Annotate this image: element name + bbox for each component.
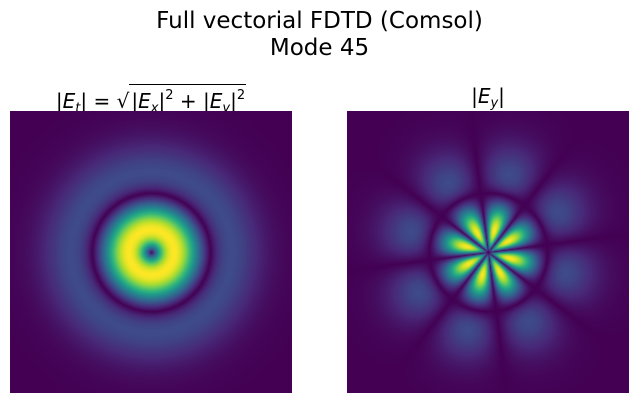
- ey-magnitude-heatmap: [347, 111, 629, 393]
- ey-subscript: y: [222, 101, 231, 116]
- ey-subscript-right: y: [490, 96, 499, 111]
- right-panel-title: |Ey|: [471, 84, 505, 111]
- figure-title: Full vectorial FDTD (Comsol): [156, 8, 483, 34]
- et-symbol: E: [62, 89, 76, 113]
- exponent-2: 2: [236, 88, 246, 103]
- ex-symbol: E: [138, 89, 151, 113]
- ex-subscript: x: [150, 101, 159, 116]
- equals-sign: =: [93, 89, 111, 113]
- figure-subtitle: Mode 45: [269, 35, 370, 61]
- exponent-1: 2: [165, 88, 174, 103]
- plus-sign: +: [179, 89, 197, 113]
- ey-symbol: E: [209, 89, 223, 113]
- left-panel-title: |Et| = √ |Ex|2 + |Ey|2: [10, 84, 292, 121]
- et-magnitude-heatmap: [10, 111, 292, 393]
- et-subscript: t: [75, 101, 81, 116]
- ey-symbol-right: E: [477, 84, 491, 108]
